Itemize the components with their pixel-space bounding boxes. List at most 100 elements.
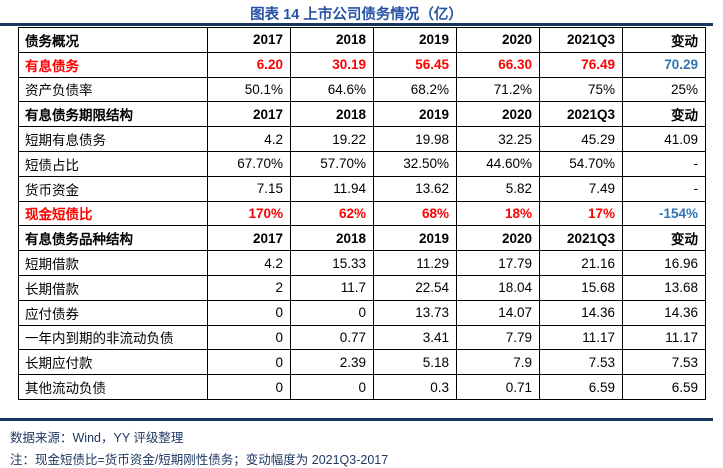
- cell: 11.17: [539, 324, 623, 351]
- cell: 17%: [539, 200, 623, 227]
- cell: -: [622, 175, 706, 202]
- table-row: 其他流动负债 0 0 0.3 0.71 6.59 6.59: [18, 374, 706, 400]
- cell: 13.68: [622, 274, 706, 301]
- row-label: 短债占比: [18, 150, 208, 177]
- data-source: 数据来源：Wind，YY 评级整理: [10, 431, 184, 445]
- cell: 2019: [373, 225, 457, 252]
- cell: 30.19: [290, 51, 374, 78]
- bottom-rule: [0, 418, 713, 421]
- cell: 4.2: [207, 250, 291, 276]
- cell: 0: [207, 374, 291, 400]
- cell: 68.2%: [373, 76, 457, 103]
- cell: 50.1%: [207, 76, 291, 103]
- cell: 56.45: [373, 51, 457, 78]
- cell: 变动: [622, 225, 706, 252]
- cell: -154%: [622, 200, 706, 227]
- cell: 41.09: [622, 126, 706, 152]
- cell: 2017: [207, 27, 291, 53]
- cell: 0.3: [373, 374, 457, 400]
- cell: 0: [207, 299, 291, 326]
- cell: 变动: [622, 101, 706, 128]
- row-label: 有息债务品种结构: [18, 225, 208, 252]
- cell: 2020: [456, 27, 540, 53]
- cell: 66.30: [456, 51, 540, 78]
- cell: 44.60%: [456, 150, 540, 177]
- cell: 13.62: [373, 175, 457, 202]
- footnote: 注：现金短债比=货币资金/短期刚性债务；变动幅度为 2021Q3-2017: [10, 453, 389, 467]
- cell: 70.29: [622, 51, 706, 78]
- cell: 6.20: [207, 51, 291, 78]
- row-label: 短期借款: [18, 250, 208, 276]
- row-label: 长期借款: [18, 274, 208, 301]
- cell: 76.49: [539, 51, 623, 78]
- section-row: 有息债务期限结构 2017 2018 2019 2020 2021Q3 变动: [18, 101, 706, 128]
- cell: 2019: [373, 101, 457, 128]
- cell: 170%: [207, 200, 291, 227]
- cell: 7.49: [539, 175, 623, 202]
- cell: 2.39: [290, 349, 374, 376]
- cell: 4.2: [207, 126, 291, 152]
- row-label: 短期有息债务: [18, 126, 208, 152]
- row-label: 一年内到期的非流动负债: [18, 324, 208, 351]
- cell: 2021Q3: [539, 101, 623, 128]
- row-label: 有息债务期限结构: [18, 101, 208, 128]
- cell: 2019: [373, 27, 457, 53]
- row-label: 货币资金: [18, 175, 208, 202]
- cell: 7.53: [539, 349, 623, 376]
- row-label: 有息债务: [18, 51, 208, 78]
- cell: 32.50%: [373, 150, 457, 177]
- cell: 71.2%: [456, 76, 540, 103]
- cell: 2018: [290, 225, 374, 252]
- cell: 15.68: [539, 274, 623, 301]
- cell: 67.70%: [207, 150, 291, 177]
- row-label: 应付债券: [18, 299, 208, 326]
- cell: 32.25: [456, 126, 540, 152]
- table-row: 一年内到期的非流动负债 0 0.77 3.41 7.79 11.17 11.17: [18, 324, 706, 351]
- cell: 22.54: [373, 274, 457, 301]
- cell: 6.59: [622, 374, 706, 400]
- cell: 11.29: [373, 250, 457, 276]
- cell: 18%: [456, 200, 540, 227]
- table-row: 货币资金 7.15 11.94 13.62 5.82 7.49-: [18, 175, 706, 202]
- cell: 0: [207, 324, 291, 351]
- cell: 2020: [456, 101, 540, 128]
- cell: -: [622, 150, 706, 177]
- row-label: 现金短债比: [18, 200, 208, 227]
- cell: 19.98: [373, 126, 457, 152]
- cell: 11.17: [622, 324, 706, 351]
- cell: 2018: [290, 101, 374, 128]
- section-row: 有息债务品种结构 2017 2018 2019 2020 2021Q3 变动: [18, 225, 706, 252]
- cell: 18.04: [456, 274, 540, 301]
- cell: 7.79: [456, 324, 540, 351]
- cell: 6.59: [539, 374, 623, 400]
- row-label: 债务概况: [18, 27, 208, 53]
- cell: 5.18: [373, 349, 457, 376]
- cell: 2: [207, 274, 291, 301]
- cell: 14.07: [456, 299, 540, 326]
- cell: 7.53: [622, 349, 706, 376]
- debt-table: 债务概况 2017 2018 2019 2020 2021Q3 变动 有息债务 6.20 30.1…: [18, 27, 706, 400]
- cell: 0.71: [456, 374, 540, 400]
- cell: 0.77: [290, 324, 374, 351]
- table-row: 资产负债率 50.1% 64.6% 68.2% 71.2% 75% 25%: [18, 76, 706, 103]
- header-row: 债务概况 2017 2018 2019 2020 2021Q3 变动: [18, 27, 706, 53]
- figure-title: 图表 14 上市公司债务情况（亿）: [250, 7, 463, 23]
- cell: 15.33: [290, 250, 374, 276]
- cell: 13.73: [373, 299, 457, 326]
- cell: 2021Q3: [539, 225, 623, 252]
- cell: 17.79: [456, 250, 540, 276]
- cell: 0: [290, 374, 374, 400]
- cell: 7.15: [207, 175, 291, 202]
- cell: 45.29: [539, 126, 623, 152]
- cell: 2017: [207, 101, 291, 128]
- cell: 68%: [373, 200, 457, 227]
- cell: 64.6%: [290, 76, 374, 103]
- cell: 7.9: [456, 349, 540, 376]
- table-row: 长期借款 2 11.7 22.54 18.04 15.68 13.68: [18, 274, 706, 301]
- cell: 21.16: [539, 250, 623, 276]
- cell: 57.70%: [290, 150, 374, 177]
- cell: 0: [290, 299, 374, 326]
- table-row: 应付债券 0 0 13.73 14.07 14.36 14.36: [18, 299, 706, 326]
- cell: 2020: [456, 225, 540, 252]
